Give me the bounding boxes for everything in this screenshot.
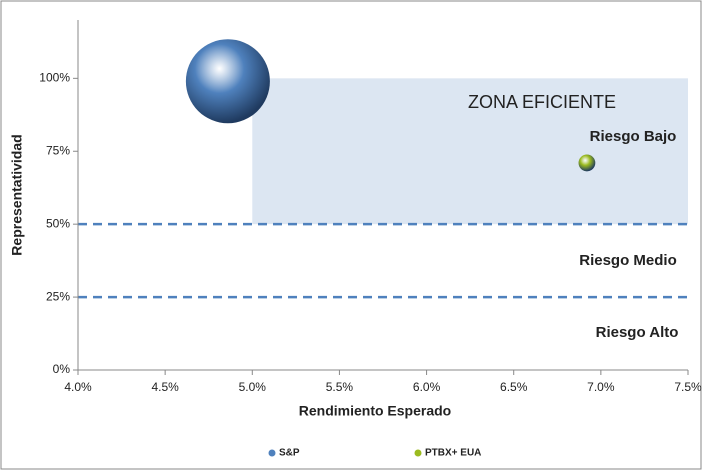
x-tick-label: 6.5% <box>500 380 528 394</box>
legend-label: S&P <box>279 448 300 459</box>
x-tick-label: 4.0% <box>64 380 92 394</box>
bubble <box>185 39 270 124</box>
risk-label: Riesgo Alto <box>596 324 679 341</box>
x-tick-label: 6.0% <box>413 380 441 394</box>
zone-label: ZONA EFICIENTE <box>468 92 616 112</box>
bubble <box>578 154 596 172</box>
x-axis-label: Rendimiento Esperado <box>299 403 451 419</box>
risk-label: Riesgo Bajo <box>590 128 677 145</box>
y-axis-label: Representatividad <box>9 134 25 255</box>
x-tick-label: 5.5% <box>326 380 354 394</box>
risk-label: Riesgo Medio <box>579 252 677 269</box>
efficient-zone <box>252 78 689 225</box>
x-tick-label: 4.5% <box>151 380 179 394</box>
y-tick-label: 0% <box>53 362 71 376</box>
y-tick-label: 100% <box>39 71 70 85</box>
y-tick-label: 75% <box>46 143 70 157</box>
x-tick-label: 5.0% <box>239 380 267 394</box>
y-tick-label: 50% <box>46 216 70 230</box>
x-tick-label: 7.5% <box>674 380 702 394</box>
legend-marker <box>414 449 422 457</box>
legend-marker <box>268 449 276 457</box>
x-tick-label: 7.0% <box>587 380 615 394</box>
legend-label: PTBX+ EUA <box>425 448 481 459</box>
y-tick-label: 25% <box>46 289 70 303</box>
